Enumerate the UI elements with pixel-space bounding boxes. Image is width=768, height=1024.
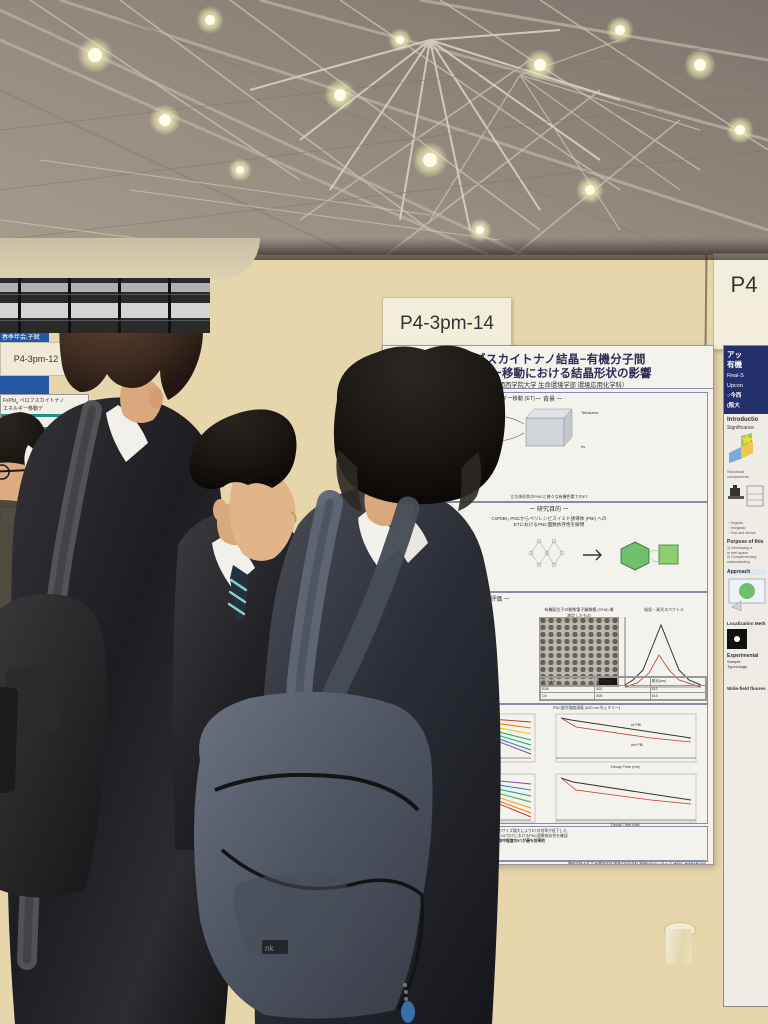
svg-text:nk: nk — [265, 944, 274, 953]
